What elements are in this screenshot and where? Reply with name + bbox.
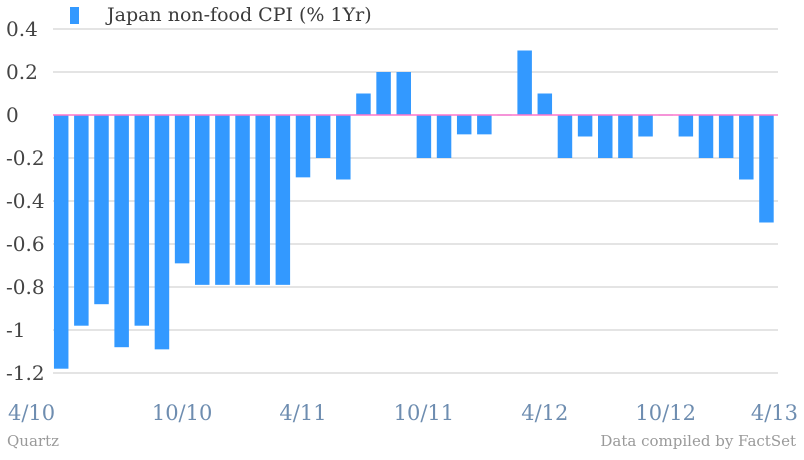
bar (517, 50, 532, 115)
bar (53, 115, 69, 369)
y-axis-ticks: 0.4 0.2 0 -0.2 -0.4 -0.6 -0.8 -1 -1.2 (6, 17, 45, 385)
bar (235, 115, 250, 285)
bar (114, 115, 129, 348)
bar (295, 115, 311, 178)
x-tick-label: 4/11 (279, 401, 326, 425)
gridlines (53, 28, 778, 374)
y-tick-label: -0.6 (6, 232, 45, 256)
bar (557, 115, 573, 158)
bar (376, 72, 391, 115)
bar (174, 115, 190, 264)
bar (537, 93, 553, 115)
bar (718, 115, 734, 158)
bar (618, 115, 633, 158)
bar (336, 115, 351, 180)
bar (416, 115, 432, 158)
bar (134, 115, 150, 326)
source-credit: Quartz (7, 432, 60, 450)
bar (356, 93, 371, 115)
bar (215, 115, 230, 285)
x-tick-label: 10/12 (635, 401, 696, 425)
bar (638, 115, 653, 137)
bar (477, 115, 492, 135)
bar (396, 72, 411, 115)
legend-swatch (70, 6, 79, 24)
bar (315, 115, 331, 158)
y-tick-label: 0 (6, 103, 19, 127)
bar (154, 115, 170, 350)
bar (739, 115, 754, 180)
x-tick-label: 4/10 (8, 401, 55, 425)
bar (94, 115, 109, 305)
x-axis-ticks: 4/10 10/10 4/11 10/11 4/12 10/12 4/13 (8, 401, 798, 425)
y-tick-label: -1 (6, 318, 25, 342)
bar (436, 115, 452, 158)
bar (598, 115, 613, 158)
y-tick-label: -0.4 (6, 189, 45, 213)
bar (456, 115, 472, 135)
bar (698, 115, 714, 158)
bar (74, 115, 89, 326)
bar (275, 115, 291, 285)
y-tick-label: -0.2 (6, 146, 45, 170)
y-tick-label: 0.2 (6, 60, 38, 84)
bar (577, 115, 593, 137)
x-tick-label: 10/10 (152, 401, 213, 425)
x-tick-label: 4/12 (521, 401, 568, 425)
x-tick-label: 4/13 (751, 401, 798, 425)
y-tick-label: -0.8 (6, 275, 45, 299)
bars (53, 50, 774, 369)
y-tick-label: -1.2 (6, 361, 45, 385)
bar (678, 115, 694, 137)
bar (255, 115, 270, 285)
x-tick-label: 10/11 (394, 401, 455, 425)
legend-label: Japan non-food CPI (% 1Yr) (107, 4, 372, 26)
bar (759, 115, 774, 223)
legend: Japan non-food CPI (% 1Yr) (70, 4, 372, 26)
data-credit: Data compiled by FactSet (600, 432, 796, 450)
y-tick-label: 0.4 (6, 17, 38, 41)
bar (195, 115, 210, 285)
